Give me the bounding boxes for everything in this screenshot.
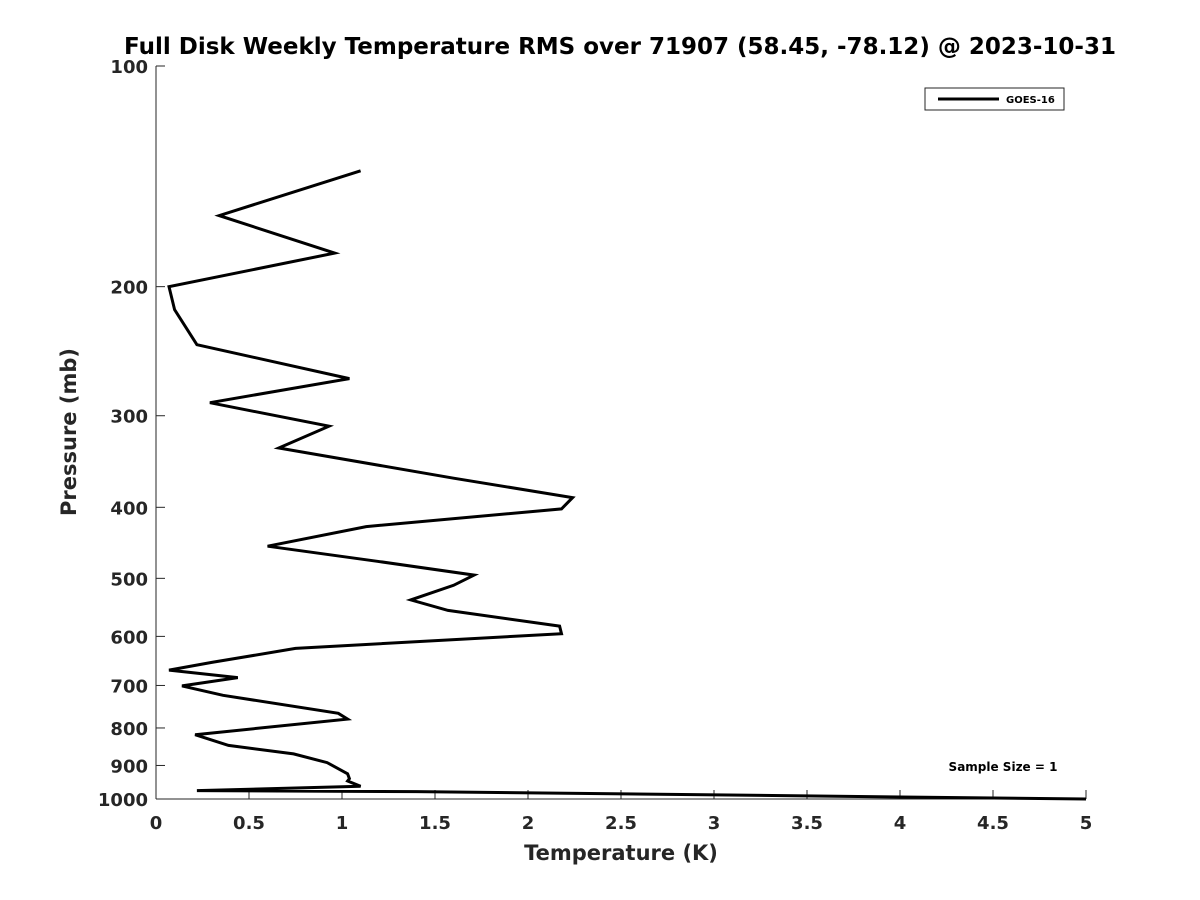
- x-tick-label: 1: [336, 813, 349, 834]
- x-tick-label: 4: [894, 813, 907, 834]
- y-tick-label: 600: [110, 627, 148, 648]
- chart-title: Full Disk Weekly Temperature RMS over 71…: [124, 34, 1116, 60]
- x-tick-label: 4.5: [977, 813, 1009, 834]
- series-line-goes-16: [167, 169, 1087, 801]
- x-tick-label: 2: [522, 813, 535, 834]
- y-tick-label: 1000: [98, 790, 148, 811]
- axes: [155, 66, 1086, 800]
- x-tick-label: 0: [150, 813, 163, 834]
- x-tick-label: 0.5: [233, 813, 265, 834]
- x-tick-label: 3: [708, 813, 721, 834]
- y-axis-label: Pressure (mb): [57, 348, 81, 516]
- y-ticks: 100 200 300 400 500 600 700 800 900 1000: [98, 57, 165, 811]
- y-tick-label: 500: [110, 569, 148, 590]
- y-tick-label: 700: [110, 676, 148, 697]
- x-tick-label: 1.5: [419, 813, 451, 834]
- legend-label-goes-16: GOES-16: [1006, 95, 1055, 106]
- x-axis-label: Temperature (K): [524, 841, 718, 865]
- y-tick-label: 100: [110, 57, 148, 78]
- y-tick-label: 800: [110, 719, 148, 740]
- y-tick-label: 900: [110, 756, 148, 777]
- y-tick-label: 200: [110, 278, 148, 299]
- y-tick-label: 300: [110, 407, 148, 428]
- x-tick-label: 5: [1080, 813, 1093, 834]
- x-tick-label: 2.5: [605, 813, 637, 834]
- sample-size-annotation: Sample Size = 1: [949, 760, 1058, 774]
- y-tick-label: 400: [110, 498, 148, 519]
- legend: GOES-16: [924, 87, 1065, 111]
- x-tick-label: 3.5: [791, 813, 823, 834]
- x-ticks: 0 0.5 1 1.5 2 2.5 3 3.5 4 4.5 5: [150, 790, 1093, 834]
